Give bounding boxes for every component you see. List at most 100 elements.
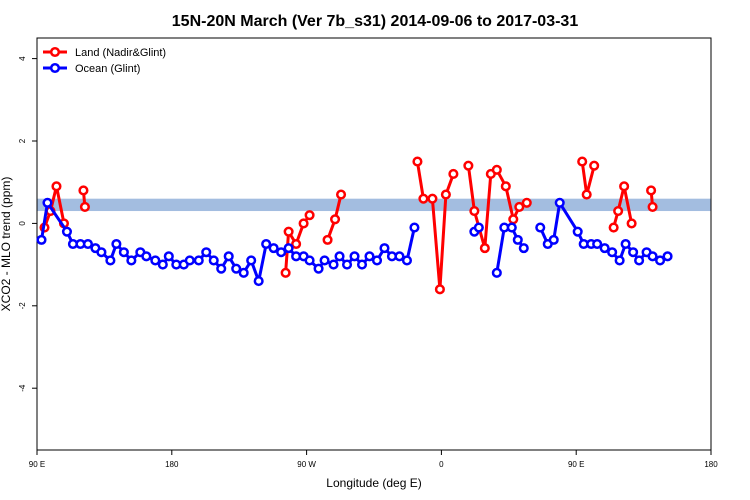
y-axis-label: XCO2 - MLO trend (ppm)	[0, 177, 13, 312]
series-point	[554, 197, 565, 208]
series-point	[163, 251, 174, 262]
series-point	[118, 247, 129, 258]
series-point	[508, 214, 519, 225]
chart-title: 15N-20N March (Ver 7b_s31) 2014-09-06 to…	[172, 13, 579, 30]
series-point	[577, 156, 588, 167]
series-line	[43, 161, 655, 291]
series-point	[440, 189, 451, 200]
series-point	[448, 168, 459, 180]
series-point	[491, 164, 502, 175]
series-point	[283, 226, 294, 237]
series-point	[208, 255, 219, 266]
reference-band	[37, 198, 711, 212]
series-point	[401, 255, 413, 266]
series-point	[479, 243, 490, 254]
series-point	[572, 226, 583, 237]
series-point	[427, 193, 438, 204]
series-point	[521, 197, 532, 208]
series-point	[619, 181, 630, 192]
x-tick-label: 180	[704, 460, 718, 469]
y-tick-label: -4	[18, 384, 27, 392]
series-point	[409, 222, 420, 233]
series-point	[647, 251, 658, 262]
x-tick-label: 90 E	[568, 460, 584, 469]
series-point	[291, 238, 302, 250]
series-point	[328, 259, 339, 270]
series-point	[319, 255, 330, 266]
series-point	[592, 238, 603, 250]
series-point	[105, 255, 116, 266]
series-point	[379, 243, 390, 254]
y-tick-label: 2	[18, 138, 27, 143]
series-point	[184, 255, 195, 266]
series-point	[36, 234, 47, 245]
plot-frame	[36, 37, 712, 451]
series-point	[223, 251, 234, 262]
series-point	[261, 238, 272, 250]
legend-label: Land (Nadir&Glint)	[75, 47, 166, 59]
series-point	[473, 222, 484, 233]
series-point	[193, 255, 204, 266]
series-point	[304, 210, 315, 221]
series-point	[613, 205, 624, 217]
series-point	[111, 238, 122, 250]
series-point	[626, 218, 637, 229]
series-point	[201, 247, 212, 258]
series-point	[646, 185, 657, 196]
series-point	[607, 247, 618, 258]
series-point	[412, 156, 423, 167]
y-tick-label: 0	[18, 221, 27, 226]
series-point	[418, 193, 429, 204]
series-point	[42, 197, 53, 208]
series-point	[126, 255, 137, 266]
series-point	[253, 276, 264, 287]
series-point	[96, 247, 107, 258]
series-point	[349, 251, 360, 262]
series-point	[79, 201, 90, 212]
series-point	[620, 238, 631, 250]
series-point	[599, 243, 610, 254]
series-point	[335, 189, 347, 200]
series-point	[298, 218, 309, 229]
series-point	[463, 160, 474, 171]
series-point	[514, 201, 525, 212]
series-point	[231, 263, 242, 274]
series-point	[150, 255, 161, 266]
series-point	[78, 185, 89, 196]
series-point	[304, 255, 315, 266]
x-axis-label: Longitude (deg E)	[326, 476, 421, 490]
x-tick-label: 180	[165, 460, 179, 469]
series-point	[589, 160, 600, 171]
series-point	[434, 284, 445, 295]
series-point	[334, 251, 345, 262]
series-point	[518, 243, 529, 254]
series-point	[512, 234, 523, 245]
series-point	[330, 214, 341, 225]
legend-marker	[49, 62, 61, 74]
series-point	[662, 251, 673, 262]
series-point	[322, 234, 333, 245]
series-point	[628, 247, 639, 258]
series-point	[548, 234, 559, 245]
series-point	[51, 181, 62, 192]
series-point	[364, 251, 375, 262]
series-point	[655, 255, 666, 266]
series-point	[157, 259, 168, 270]
y-tick-label: -2	[18, 302, 27, 310]
x-tick-label: 90 E	[29, 460, 45, 469]
series-line	[40, 201, 669, 283]
series-point	[341, 259, 353, 270]
series-point	[535, 222, 546, 233]
series-point	[491, 267, 502, 278]
series-point	[469, 205, 480, 217]
legend-label: Ocean (Glint)	[75, 63, 140, 75]
series-point	[371, 255, 383, 266]
series-point	[280, 267, 291, 278]
series-point	[283, 243, 294, 254]
series-point	[608, 222, 619, 233]
series-point	[276, 247, 287, 258]
series-point	[581, 189, 592, 200]
series-point	[500, 181, 511, 192]
series-point	[313, 263, 324, 274]
